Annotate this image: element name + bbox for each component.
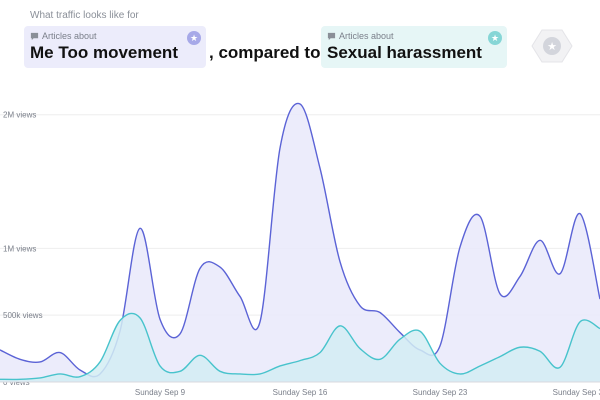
pill-tag-label: Articles about (339, 31, 394, 41)
x-tick-label: Sunday Sep 23 (413, 388, 468, 397)
pill-tag: Articles about (30, 31, 97, 41)
x-tick-label: Sunday Sep 9 (135, 388, 186, 397)
x-tick-label: Sunday Sep 30 (553, 388, 600, 397)
y-tick-label: 2M views (3, 111, 36, 120)
x-tick-label: Sunday Sep 16 (273, 388, 328, 397)
svg-text:★: ★ (547, 40, 557, 53)
favorite-star-button[interactable]: ★ (531, 28, 573, 64)
pill-tag-label: Articles about (42, 31, 97, 41)
topic-selector-sexual-harassment[interactable]: Articles about Sexual harassment ★ (321, 26, 507, 68)
topic-selector-me-too[interactable]: Articles about Me Too movement ★ (24, 26, 206, 68)
pill-title: Sexual harassment (327, 43, 482, 62)
pill-title: Me Too movement (30, 43, 178, 62)
header-label: What traffic looks like for (30, 10, 139, 21)
chat-icon (327, 32, 336, 40)
chat-icon (30, 32, 39, 40)
compare-connector: , compared to (209, 43, 321, 62)
y-tick-label: 500k views (3, 311, 43, 320)
star-icon[interactable]: ★ (187, 31, 201, 45)
y-tick-label: 1M views (3, 244, 36, 253)
series-me-too-area (0, 103, 600, 383)
pill-tag: Articles about (327, 31, 394, 41)
series-sexual-harassment-area (0, 313, 600, 382)
star-icon[interactable]: ★ (488, 31, 502, 45)
